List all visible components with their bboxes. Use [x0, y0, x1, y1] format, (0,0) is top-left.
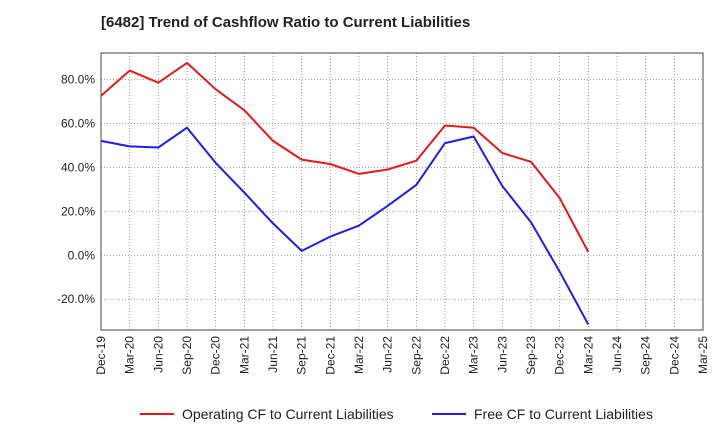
y-tick-label: 80.0% — [61, 72, 95, 86]
x-tick-label: Mar-22 — [352, 336, 366, 374]
x-tick-label: Dec-19 — [94, 336, 108, 375]
x-tick-label: Dec-21 — [323, 336, 337, 375]
x-tick-label: Mar-25 — [696, 336, 710, 374]
y-tick-label: -20.0% — [57, 292, 95, 306]
x-tick-label: Jun-23 — [495, 336, 509, 373]
x-tick-label: Dec-22 — [438, 336, 452, 375]
x-tick-label: Dec-20 — [209, 336, 223, 375]
y-tick-label: 40.0% — [61, 160, 95, 174]
x-tick-label: Jun-21 — [266, 336, 280, 373]
chart-title: [6482] Trend of Cashflow Ratio to Curren… — [101, 14, 471, 31]
x-tick-label: Dec-23 — [553, 336, 567, 375]
x-tick-label: Jun-24 — [610, 336, 624, 373]
x-tick-label: Jun-22 — [381, 336, 395, 373]
x-tick-label: Jun-20 — [151, 336, 165, 373]
legend-label: Free CF to Current Liabilities — [474, 406, 653, 422]
x-tick-label: Mar-20 — [123, 336, 137, 374]
series-line — [100, 126, 590, 325]
x-tick-label: Sep-21 — [295, 336, 309, 375]
x-tick-label: Sep-23 — [524, 336, 538, 375]
y-tick-label: 20.0% — [61, 204, 95, 218]
x-tick-label: Mar-21 — [237, 336, 251, 374]
legend-label: Operating CF to Current Liabilities — [182, 406, 394, 422]
x-tick-label: Dec-24 — [667, 336, 681, 375]
y-tick-label: 0.0% — [68, 248, 96, 262]
x-tick-label: Sep-20 — [180, 336, 194, 375]
y-axis: -20.0% 0.0% 20.0% 40.0% 60.0% 80.0% — [57, 72, 95, 306]
legend: Operating CF to Current Liabilities Free … — [140, 406, 653, 422]
y-tick-label: 60.0% — [61, 116, 95, 130]
series-lines — [100, 61, 590, 325]
x-tick-label: Mar-23 — [467, 336, 481, 374]
grid — [100, 53, 704, 330]
x-tick-label: Sep-22 — [409, 336, 423, 375]
x-tick-label: Mar-24 — [581, 336, 595, 374]
series-line — [100, 61, 590, 253]
x-axis: Dec-19 Mar-20 Jun-20 Sep-20 Dec-20 Mar-21 Jun-… — [94, 336, 710, 375]
plot-area — [100, 52, 704, 331]
x-tick-label: Sep-24 — [639, 336, 653, 375]
